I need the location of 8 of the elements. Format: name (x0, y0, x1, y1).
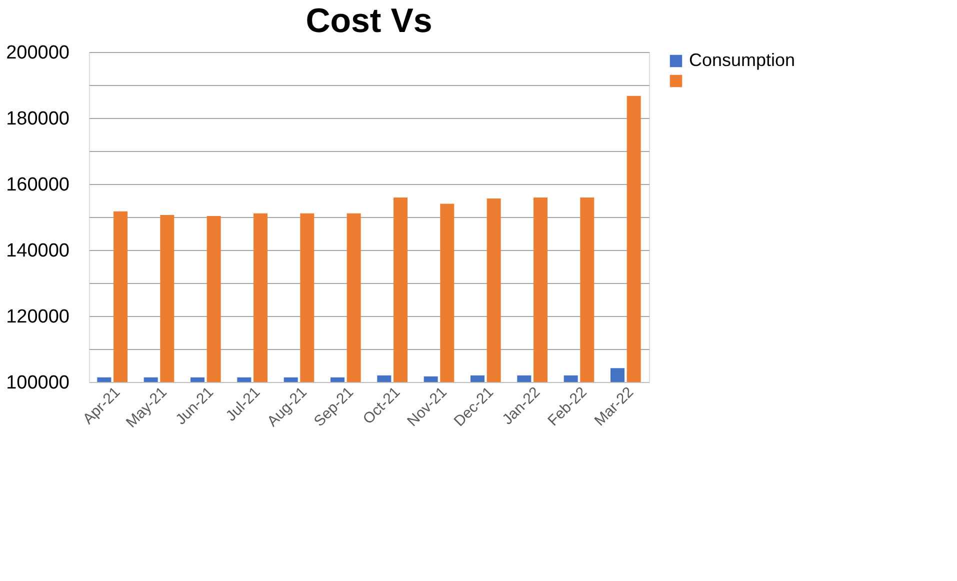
chart-title: Cost Vs (306, 2, 432, 40)
y-tick-label: 180000 (6, 108, 70, 130)
y-tick-label: 100000 (6, 372, 70, 394)
y-tick-label: 160000 (6, 174, 70, 196)
legend-label: Consumption (689, 50, 796, 70)
y-tick-label: 140000 (6, 240, 70, 262)
y-tick-label: 200000 (6, 42, 70, 64)
y-tick-label: 120000 (6, 306, 70, 328)
